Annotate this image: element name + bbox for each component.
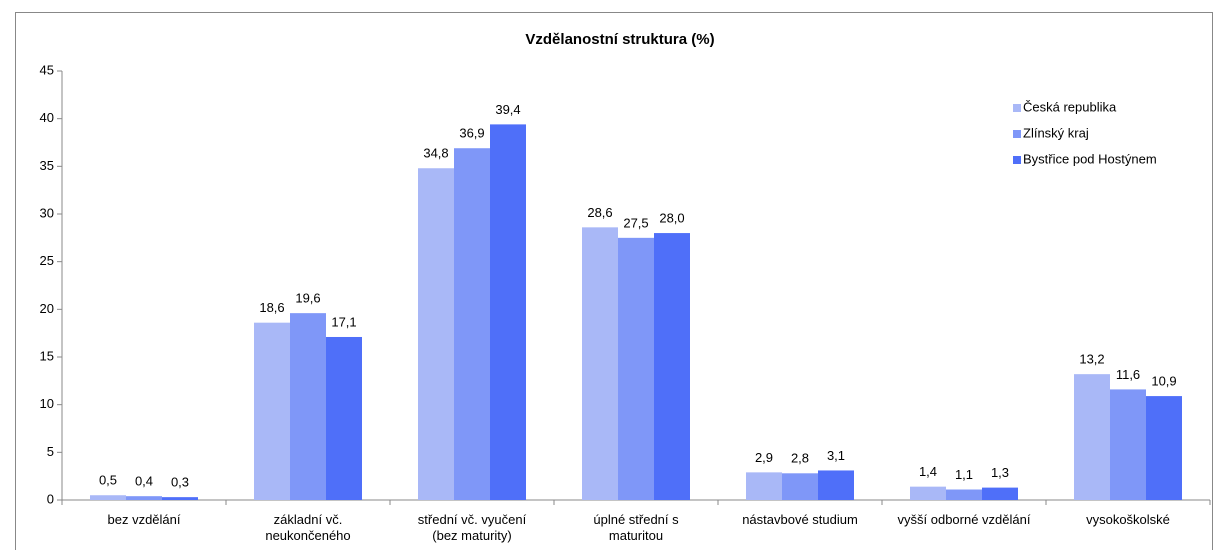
legend-label: Česká republika bbox=[1023, 99, 1117, 114]
bar bbox=[1146, 396, 1182, 500]
bar bbox=[490, 124, 526, 501]
bar bbox=[1074, 374, 1110, 500]
y-tick-label: 5 bbox=[47, 444, 54, 459]
y-tick-label: 30 bbox=[40, 205, 54, 220]
legend-swatch bbox=[1013, 104, 1021, 112]
x-tick-label: úplné střední s maturitou bbox=[593, 512, 679, 543]
value-label: 34,8 bbox=[423, 146, 448, 161]
bar bbox=[126, 496, 162, 500]
value-label: 28,0 bbox=[659, 211, 684, 226]
value-label: 39,4 bbox=[495, 102, 520, 117]
value-label: 27,5 bbox=[623, 215, 648, 230]
y-tick-label: 40 bbox=[40, 110, 54, 125]
chart-title: Vzdělanostní struktura (%) bbox=[525, 31, 714, 48]
bar bbox=[582, 227, 618, 500]
value-label: 17,1 bbox=[331, 314, 356, 329]
value-label: 0,4 bbox=[135, 474, 153, 489]
value-label: 0,3 bbox=[171, 475, 189, 490]
bar bbox=[162, 497, 198, 500]
bar bbox=[654, 233, 690, 501]
bar bbox=[1110, 389, 1146, 500]
legend-swatch bbox=[1013, 130, 1021, 138]
bar bbox=[946, 489, 982, 500]
y-tick-label: 15 bbox=[40, 348, 54, 363]
y-tick-label: 20 bbox=[40, 301, 54, 316]
bar bbox=[454, 148, 490, 500]
value-label: 11,6 bbox=[1116, 367, 1140, 382]
x-tick-label: základní vč. neukončeného bbox=[265, 512, 351, 543]
x-tick-label: nástavbové studium bbox=[742, 512, 858, 527]
value-label: 13,2 bbox=[1079, 352, 1104, 367]
legend-label: Zlínský kraj bbox=[1023, 125, 1089, 140]
bar bbox=[782, 473, 818, 500]
value-label: 10,9 bbox=[1151, 374, 1176, 389]
bar bbox=[746, 472, 782, 500]
value-label: 1,3 bbox=[991, 465, 1009, 480]
value-label: 18,6 bbox=[259, 300, 284, 315]
x-tick-label: vysokoškolské bbox=[1086, 512, 1170, 527]
value-label: 1,1 bbox=[955, 467, 973, 482]
value-label: 3,1 bbox=[827, 448, 845, 463]
bar bbox=[982, 487, 1018, 500]
value-label: 28,6 bbox=[587, 205, 612, 220]
bar bbox=[818, 470, 854, 500]
value-label: 2,9 bbox=[755, 450, 773, 465]
bar bbox=[418, 168, 454, 501]
x-tick-label: bez vzdělání bbox=[107, 512, 181, 527]
bar bbox=[290, 313, 326, 500]
legend-swatch bbox=[1013, 156, 1021, 164]
y-tick-label: 45 bbox=[40, 62, 54, 77]
bar bbox=[90, 495, 126, 500]
x-tick-label: vyšší odborné vzdělání bbox=[897, 512, 1031, 527]
bar bbox=[910, 486, 946, 500]
chart-frame bbox=[15, 12, 1213, 550]
value-label: 2,8 bbox=[791, 451, 809, 466]
bar bbox=[618, 237, 654, 501]
value-label: 0,5 bbox=[99, 473, 117, 488]
legend-label: Bystřice pod Hostýnem bbox=[1023, 151, 1157, 166]
bar bbox=[326, 336, 362, 500]
x-tick-label: střední vč. vyučení (bez maturity) bbox=[417, 512, 527, 543]
value-label: 1,4 bbox=[919, 464, 937, 479]
bar bbox=[254, 322, 290, 500]
y-tick-label: 35 bbox=[40, 158, 54, 173]
y-tick-label: 0 bbox=[47, 491, 54, 506]
value-label: 19,6 bbox=[295, 291, 320, 306]
y-tick-label: 25 bbox=[40, 253, 54, 268]
value-label: 36,9 bbox=[459, 126, 484, 141]
y-tick-label: 10 bbox=[40, 396, 54, 411]
